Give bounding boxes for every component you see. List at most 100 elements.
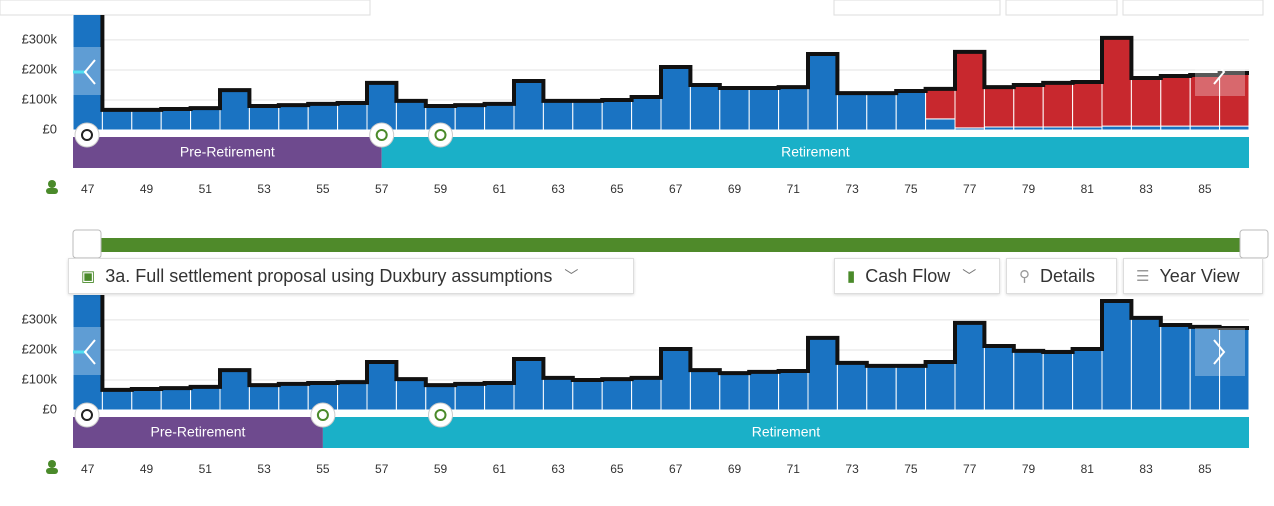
bar — [778, 370, 809, 411]
bar — [160, 387, 192, 411]
details-label: Details — [1040, 265, 1096, 286]
x-tick-label: 77 — [963, 182, 977, 196]
bar — [395, 100, 427, 131]
phase-label: Pre-Retirement — [180, 144, 275, 160]
event-icon — [74, 122, 100, 148]
slider-handle[interactable] — [1239, 229, 1269, 259]
bar — [337, 102, 368, 131]
x-tick-label: 79 — [1022, 182, 1036, 196]
x-tick-label: 81 — [1081, 462, 1095, 476]
nav-arrow — [83, 339, 96, 365]
bar — [572, 379, 603, 411]
x-tick-label: 71 — [787, 462, 801, 476]
range-slider[interactable] — [86, 238, 1254, 252]
event-glyph — [434, 409, 447, 421]
person-icon — [48, 460, 56, 468]
bar — [1042, 351, 1074, 411]
bar — [895, 90, 927, 131]
nav-arrow — [1213, 339, 1226, 365]
bar — [983, 345, 1015, 411]
bar — [895, 365, 927, 411]
x-tick-label: 69 — [728, 462, 742, 476]
bar — [1160, 324, 1191, 411]
slider-handle[interactable] — [72, 229, 102, 259]
x-tick-label: 49 — [140, 182, 154, 196]
y-tick-label: £0 — [43, 401, 57, 416]
x-tick-label: 67 — [669, 462, 683, 476]
bar — [660, 348, 691, 411]
event-glyph — [316, 409, 329, 421]
y-tick-label: £300k — [22, 311, 58, 326]
bar — [807, 53, 838, 131]
x-tick-label: 85 — [1198, 182, 1212, 196]
view-label: Cash Flow — [865, 265, 951, 286]
event-glyph — [434, 129, 447, 141]
scenario-icon: ▣ — [81, 268, 96, 285]
bar — [748, 87, 780, 131]
phase-label: Retirement — [781, 144, 850, 160]
bar — [807, 337, 838, 411]
phase-band — [73, 137, 382, 168]
bar — [1101, 125, 1132, 131]
bar — [1072, 81, 1103, 128]
bar — [160, 108, 192, 131]
bar — [954, 51, 985, 129]
bar — [748, 371, 780, 411]
bar — [1013, 350, 1044, 411]
bar — [454, 104, 486, 131]
bars — [72, 295, 1250, 411]
bar — [131, 109, 162, 131]
bar — [131, 388, 162, 411]
y-tick-label: £200k — [22, 341, 58, 356]
bar — [248, 105, 280, 131]
bar — [307, 103, 339, 131]
toolbar-stub — [1005, 0, 1118, 16]
year-view-label: Year View — [1159, 265, 1240, 286]
x-tick-label: 55 — [316, 182, 330, 196]
phase-band — [322, 417, 1249, 448]
bar — [219, 369, 250, 411]
bar — [954, 322, 985, 411]
phase-label: Retirement — [752, 424, 821, 440]
bars — [72, 15, 1250, 131]
x-tick-label: 77 — [963, 462, 977, 476]
x-tick-label: 47 — [81, 182, 95, 196]
x-tick-label: 57 — [375, 462, 389, 476]
bar — [866, 365, 897, 411]
bar — [925, 361, 956, 411]
bar — [337, 381, 368, 411]
bar — [983, 86, 1015, 128]
year-view-button[interactable]: ☰ Year View — [1123, 258, 1263, 294]
bar — [572, 100, 603, 131]
nav-next — [1195, 328, 1245, 376]
details-button[interactable]: ⚲ Details — [1006, 258, 1117, 294]
bar — [513, 80, 544, 131]
x-tick-label: 61 — [493, 462, 507, 476]
bar — [601, 378, 633, 411]
phase-band — [73, 417, 323, 448]
view-dropdown[interactable]: ▮ Cash Flow ﹀ — [834, 258, 1000, 294]
x-tick-label: 79 — [1022, 462, 1036, 476]
bar — [190, 386, 221, 411]
scenario-dropdown[interactable]: ▣ 3a. Full settlement proposal using Duxb… — [68, 258, 634, 294]
bar — [278, 383, 309, 411]
x-tick-label: 73 — [845, 462, 859, 476]
event-glyph — [81, 409, 93, 421]
event-icon — [428, 402, 453, 428]
x-tick-label: 75 — [904, 462, 918, 476]
x-tick-label: 51 — [199, 462, 213, 476]
bar — [836, 362, 868, 411]
x-tick-label: 83 — [1139, 182, 1153, 196]
y-tick-label: £100k — [22, 371, 58, 386]
toolbar-stub — [0, 0, 371, 16]
person-icon — [48, 180, 56, 188]
x-tick-label: 57 — [375, 182, 389, 196]
y-tick-label: £0 — [43, 121, 57, 136]
x-tick-label: 67 — [669, 182, 683, 196]
bar — [719, 87, 750, 131]
toolbar-stub — [1122, 0, 1264, 16]
x-tick-label: 71 — [787, 182, 801, 196]
bar — [1130, 77, 1162, 127]
x-tick-label: 49 — [140, 462, 154, 476]
